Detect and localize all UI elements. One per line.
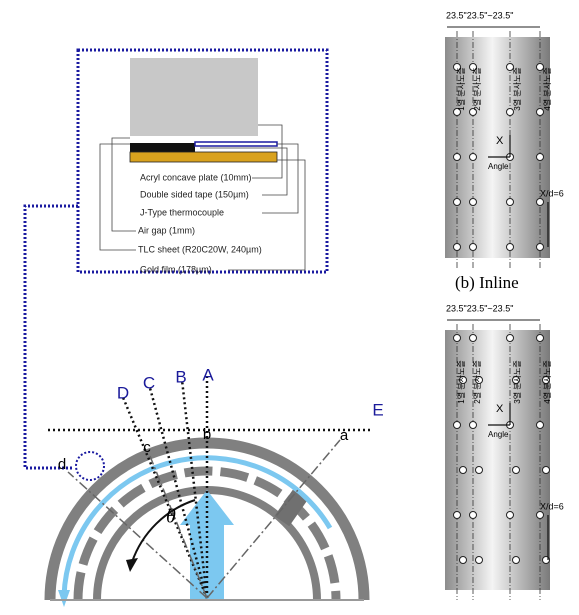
- nozzle: [537, 244, 544, 251]
- nozzle: [454, 244, 461, 251]
- label-b: b: [203, 426, 211, 443]
- nozzle-row-label: 3열 분사노즐: [513, 360, 522, 403]
- layer-label: J-Type thermocouple: [140, 207, 224, 217]
- gold-film: [130, 152, 277, 162]
- nozzle-row-label: 1열 분사노즐: [457, 360, 466, 403]
- nozzle: [454, 154, 461, 161]
- nozzle-row-label: 2열 분사노즐: [473, 67, 482, 110]
- layer-label: Acryl concave plate (10mm): [140, 172, 252, 182]
- nozzle: [470, 154, 477, 161]
- angle-label: Angle: [488, 430, 509, 439]
- label-b-upper: B: [175, 367, 186, 386]
- nozzle: [454, 335, 461, 342]
- label-a: a: [340, 427, 349, 444]
- connector: [25, 206, 78, 468]
- nozzle-row-label: 1열 분사노즐: [457, 67, 466, 110]
- layer-label: Gold film (178µm): [140, 264, 212, 274]
- nozzle: [476, 557, 483, 564]
- nozzle: [454, 512, 461, 519]
- radial-lines: [122, 375, 207, 598]
- nozzle: [543, 467, 550, 474]
- nozzle: [470, 422, 477, 429]
- angle-label: Angle: [488, 162, 509, 171]
- nozzle: [513, 557, 520, 564]
- nozzle: [476, 467, 483, 474]
- layer-label: TLC sheet (R20C20W, 240µm): [138, 244, 262, 254]
- nozzle: [537, 422, 544, 429]
- nozzle: [470, 244, 477, 251]
- nozzle-row-label: 2열 분사노즐: [473, 360, 482, 403]
- label-d-upper: D: [117, 383, 129, 402]
- dimension: 23.5"23.5"~23.5": [446, 303, 513, 313]
- layer-label: Air gap (1mm): [138, 225, 195, 235]
- nozzle: [537, 154, 544, 161]
- nozzle-row-label: 4열 분사노즐: [543, 67, 552, 110]
- spacing-label: X/d=6: [540, 501, 564, 511]
- nozzle: [537, 512, 544, 519]
- layer-label: Double sided tape (150µm): [140, 189, 249, 199]
- nozzle: [507, 244, 514, 251]
- nozzle: [537, 335, 544, 342]
- label-d: d: [58, 456, 66, 473]
- label-c-upper: C: [143, 373, 155, 392]
- spacing-label: X/d=6: [540, 188, 564, 198]
- nozzle: [460, 557, 467, 564]
- acryl-plate: [130, 58, 258, 136]
- nozzle-row-label: 3열 분사노즐: [513, 67, 522, 110]
- label-c: c: [143, 439, 151, 456]
- dimension: 23.5"23.5"~23.5": [446, 10, 513, 20]
- nozzle: [513, 467, 520, 474]
- nozzle: [507, 335, 514, 342]
- angle-arrow: [126, 558, 138, 572]
- axis-label: X: [496, 403, 504, 415]
- nozzle: [460, 467, 467, 474]
- label-e: E: [372, 400, 383, 419]
- caption: (b) Inline: [455, 273, 519, 292]
- nozzle: [507, 199, 514, 206]
- nozzle: [454, 199, 461, 206]
- axis-label: X: [496, 135, 504, 147]
- figure: Acryl concave plate (10mm) Double sided t…: [0, 0, 579, 615]
- flow-arrow: [58, 590, 70, 607]
- nozzle: [470, 335, 477, 342]
- nozzle: [507, 512, 514, 519]
- detail-circle: [76, 452, 104, 480]
- thermocouple: [195, 142, 277, 146]
- nozzle: [454, 422, 461, 429]
- tape: [130, 143, 195, 152]
- nozzle: [470, 199, 477, 206]
- label-a-upper: A: [202, 365, 214, 384]
- nozzle-row-label: 4열 분사노즐: [543, 360, 552, 403]
- nozzle: [470, 512, 477, 519]
- nozzle: [537, 199, 544, 206]
- angle-label: θ: [166, 506, 176, 528]
